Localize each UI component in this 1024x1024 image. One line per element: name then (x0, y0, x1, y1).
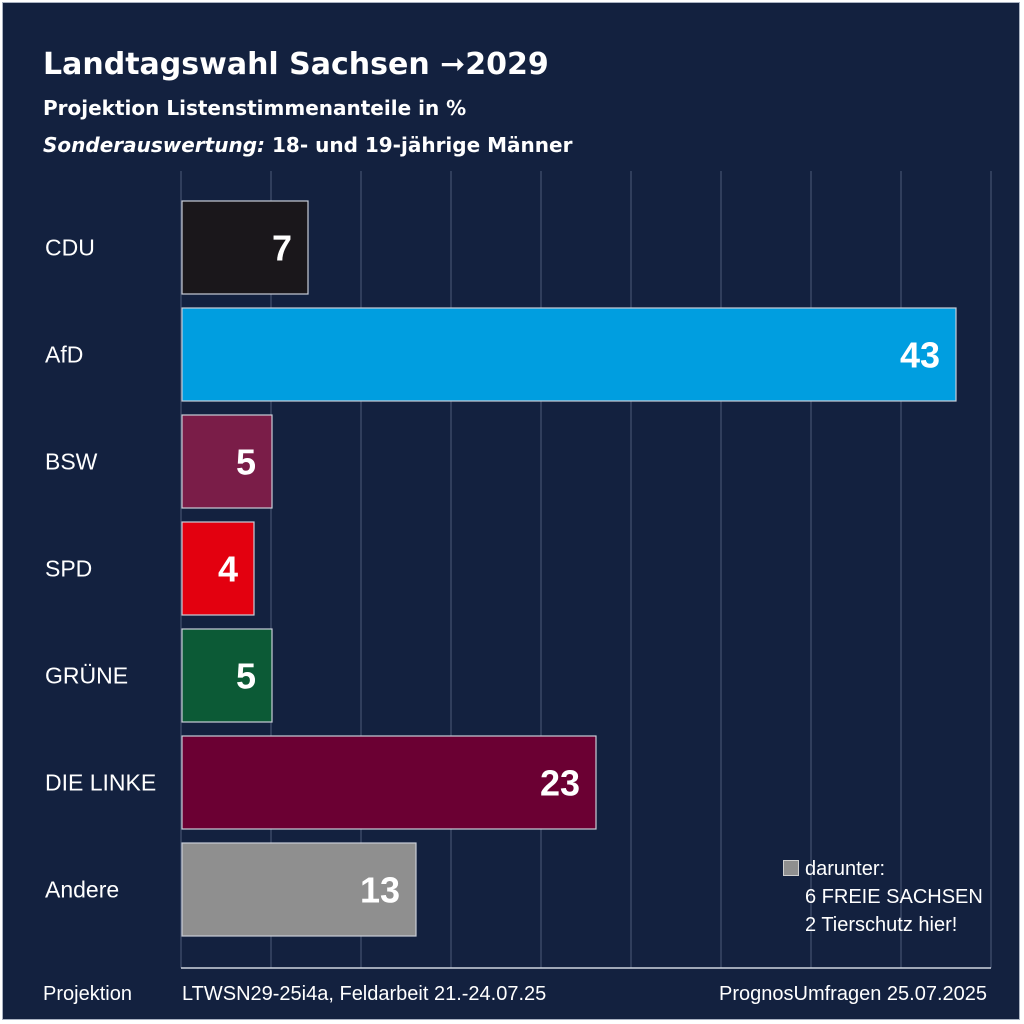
bar-andere (181, 842, 417, 937)
bar-bsw (181, 414, 273, 509)
grid-lines (180, 171, 992, 969)
footer-right: PrognosUmfragen 25.07.2025 (719, 983, 987, 1005)
bar-die-linke (181, 735, 597, 830)
footer-left: Projektion (43, 983, 132, 1005)
bar-cdu (181, 200, 309, 295)
category-label: DIE LINKE (45, 770, 156, 796)
value-label: 13 (360, 870, 400, 911)
category-label: AfD (45, 342, 83, 368)
labels: CDU 7 AfD 43 BSW 5 SPD 4 GRÜNE 5 DIE LINKE 23 Andere… (45, 228, 940, 911)
note-line-2: 6 FREIE SACHSEN (805, 886, 983, 908)
value-label: 5 (236, 656, 256, 697)
bar-grüne (181, 628, 273, 723)
value-label: 23 (540, 763, 580, 804)
subtitle-italic: Sonderauswertung: (43, 133, 266, 157)
note-annotation: darunter: 6 FREIE SACHSEN 2 Tierschutz h… (783, 855, 983, 939)
bar-chart: CDU 7 AfD 43 BSW 5 SPD 4 GRÜNE 5 DIE LINKE 23 Andere… (45, 171, 992, 969)
category-label: SPD (45, 556, 92, 582)
chart-subtitle-2: Sonderauswertung: 18- und 19-jährige Män… (43, 133, 572, 157)
value-label: 4 (218, 549, 238, 590)
category-label: Andere (45, 877, 119, 903)
category-label: BSW (45, 449, 98, 475)
value-label: 43 (900, 335, 940, 376)
category-label: CDU (45, 235, 95, 261)
chart-subtitle: Projektion Listenstimmenanteile in % (43, 96, 467, 120)
bar-spd (181, 521, 255, 616)
value-label: 7 (272, 228, 292, 269)
note-line-1: darunter: (783, 855, 983, 883)
subtitle-rest: 18- und 19-jährige Männer (265, 133, 573, 157)
note-line-3: 2 Tierschutz hier! (805, 914, 958, 936)
value-label: 5 (236, 442, 256, 483)
chart-title: Landtagswahl Sachsen ➞2029 (43, 47, 549, 82)
category-label: GRÜNE (45, 663, 128, 689)
footer-middle: LTWSN29-25i4a, Feldarbeit 21.-24.07.25 (182, 983, 547, 1005)
bars (181, 200, 957, 937)
bar-afd (181, 307, 957, 402)
grey-square-icon (783, 860, 799, 876)
